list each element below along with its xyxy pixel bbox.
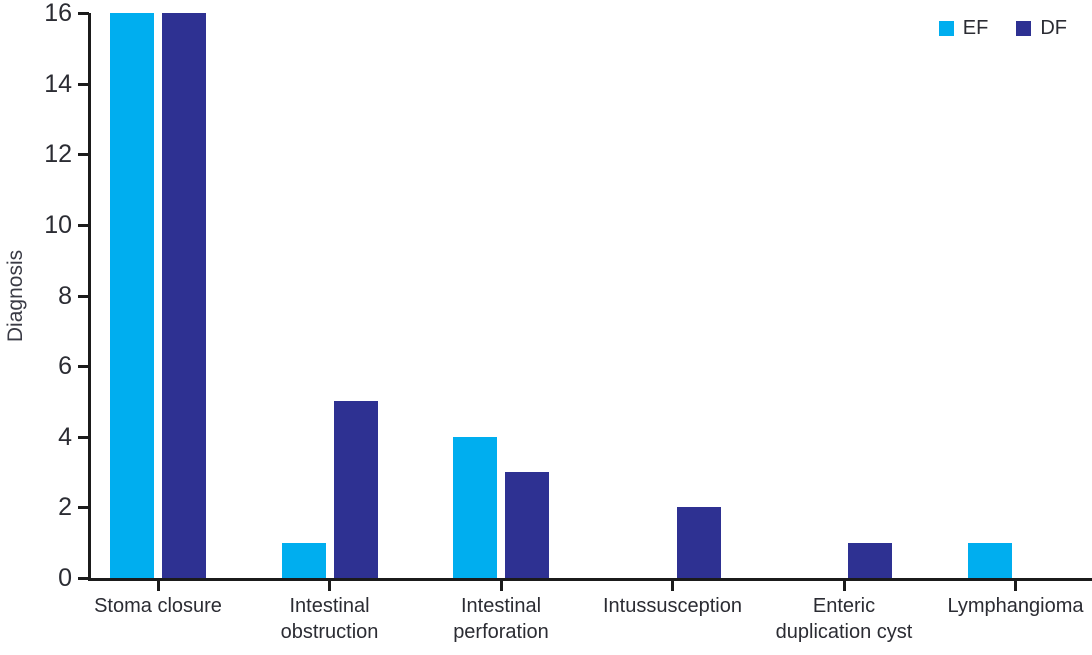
y-tick-label: 0 [58,564,72,592]
bar-ef-lymphangioma [967,542,1012,578]
y-tick-label: 2 [58,493,72,522]
x-category-label: Intussusception [603,595,742,617]
y-tick-label: 10 [44,210,72,239]
y-tick-label: 4 [58,422,72,451]
legend-item-df: DF [1016,17,1067,39]
y-tick-mark [78,223,89,227]
bar-ef-intestinal-perforation [453,436,497,578]
y-tick-mark [78,82,89,86]
legend-label-ef: EF [962,17,989,39]
x-category-label: Lymphangioma [947,595,1084,617]
y-tick-mark [78,12,89,15]
y-tick-label: 16 [44,0,72,27]
bar-df-stoma-closure [162,13,206,578]
x-tick-mark [499,581,503,591]
x-axis-line [88,578,1092,581]
y-tick-mark [78,435,89,439]
bar-ef-intestinal-obstruction [281,542,326,578]
x-tick-mark [156,581,160,591]
legend-swatch-ef [938,20,954,36]
bar-df-intestinal-obstruction [333,401,378,578]
y-tick-mark [78,577,89,580]
x-tick-mark [1014,581,1017,591]
y-tick-mark [78,365,89,369]
x-tick-mark [671,581,674,591]
legend: EF DF [938,17,1067,39]
legend-item-ef: EF [938,17,989,39]
y-tick-mark [78,153,89,157]
x-tick-mark [842,581,846,591]
x-category-label: Intestinal perforation [453,595,549,643]
y-tick-label: 14 [44,69,72,98]
y-tick-mark [78,506,89,510]
y-tick-label: 12 [44,140,72,169]
bar-ef-stoma-closure [110,13,154,578]
x-category-label: Stoma closure [94,595,222,617]
x-category-label: Enteric duplication cyst [775,595,913,643]
bar-df-enteric-duplication-cyst [848,542,892,578]
y-tick-label: 8 [58,281,72,310]
bar-df-intestinal-perforation [505,472,549,578]
legend-label-df: DF [1040,17,1067,39]
bar-df-intussusception [676,507,721,578]
x-category-label: Intestinal obstruction [280,595,379,643]
y-tick-label: 6 [58,352,72,381]
y-tick-mark [78,294,89,298]
y-axis-line [88,13,91,581]
x-tick-mark [328,581,331,591]
legend-swatch-df [1016,20,1032,36]
